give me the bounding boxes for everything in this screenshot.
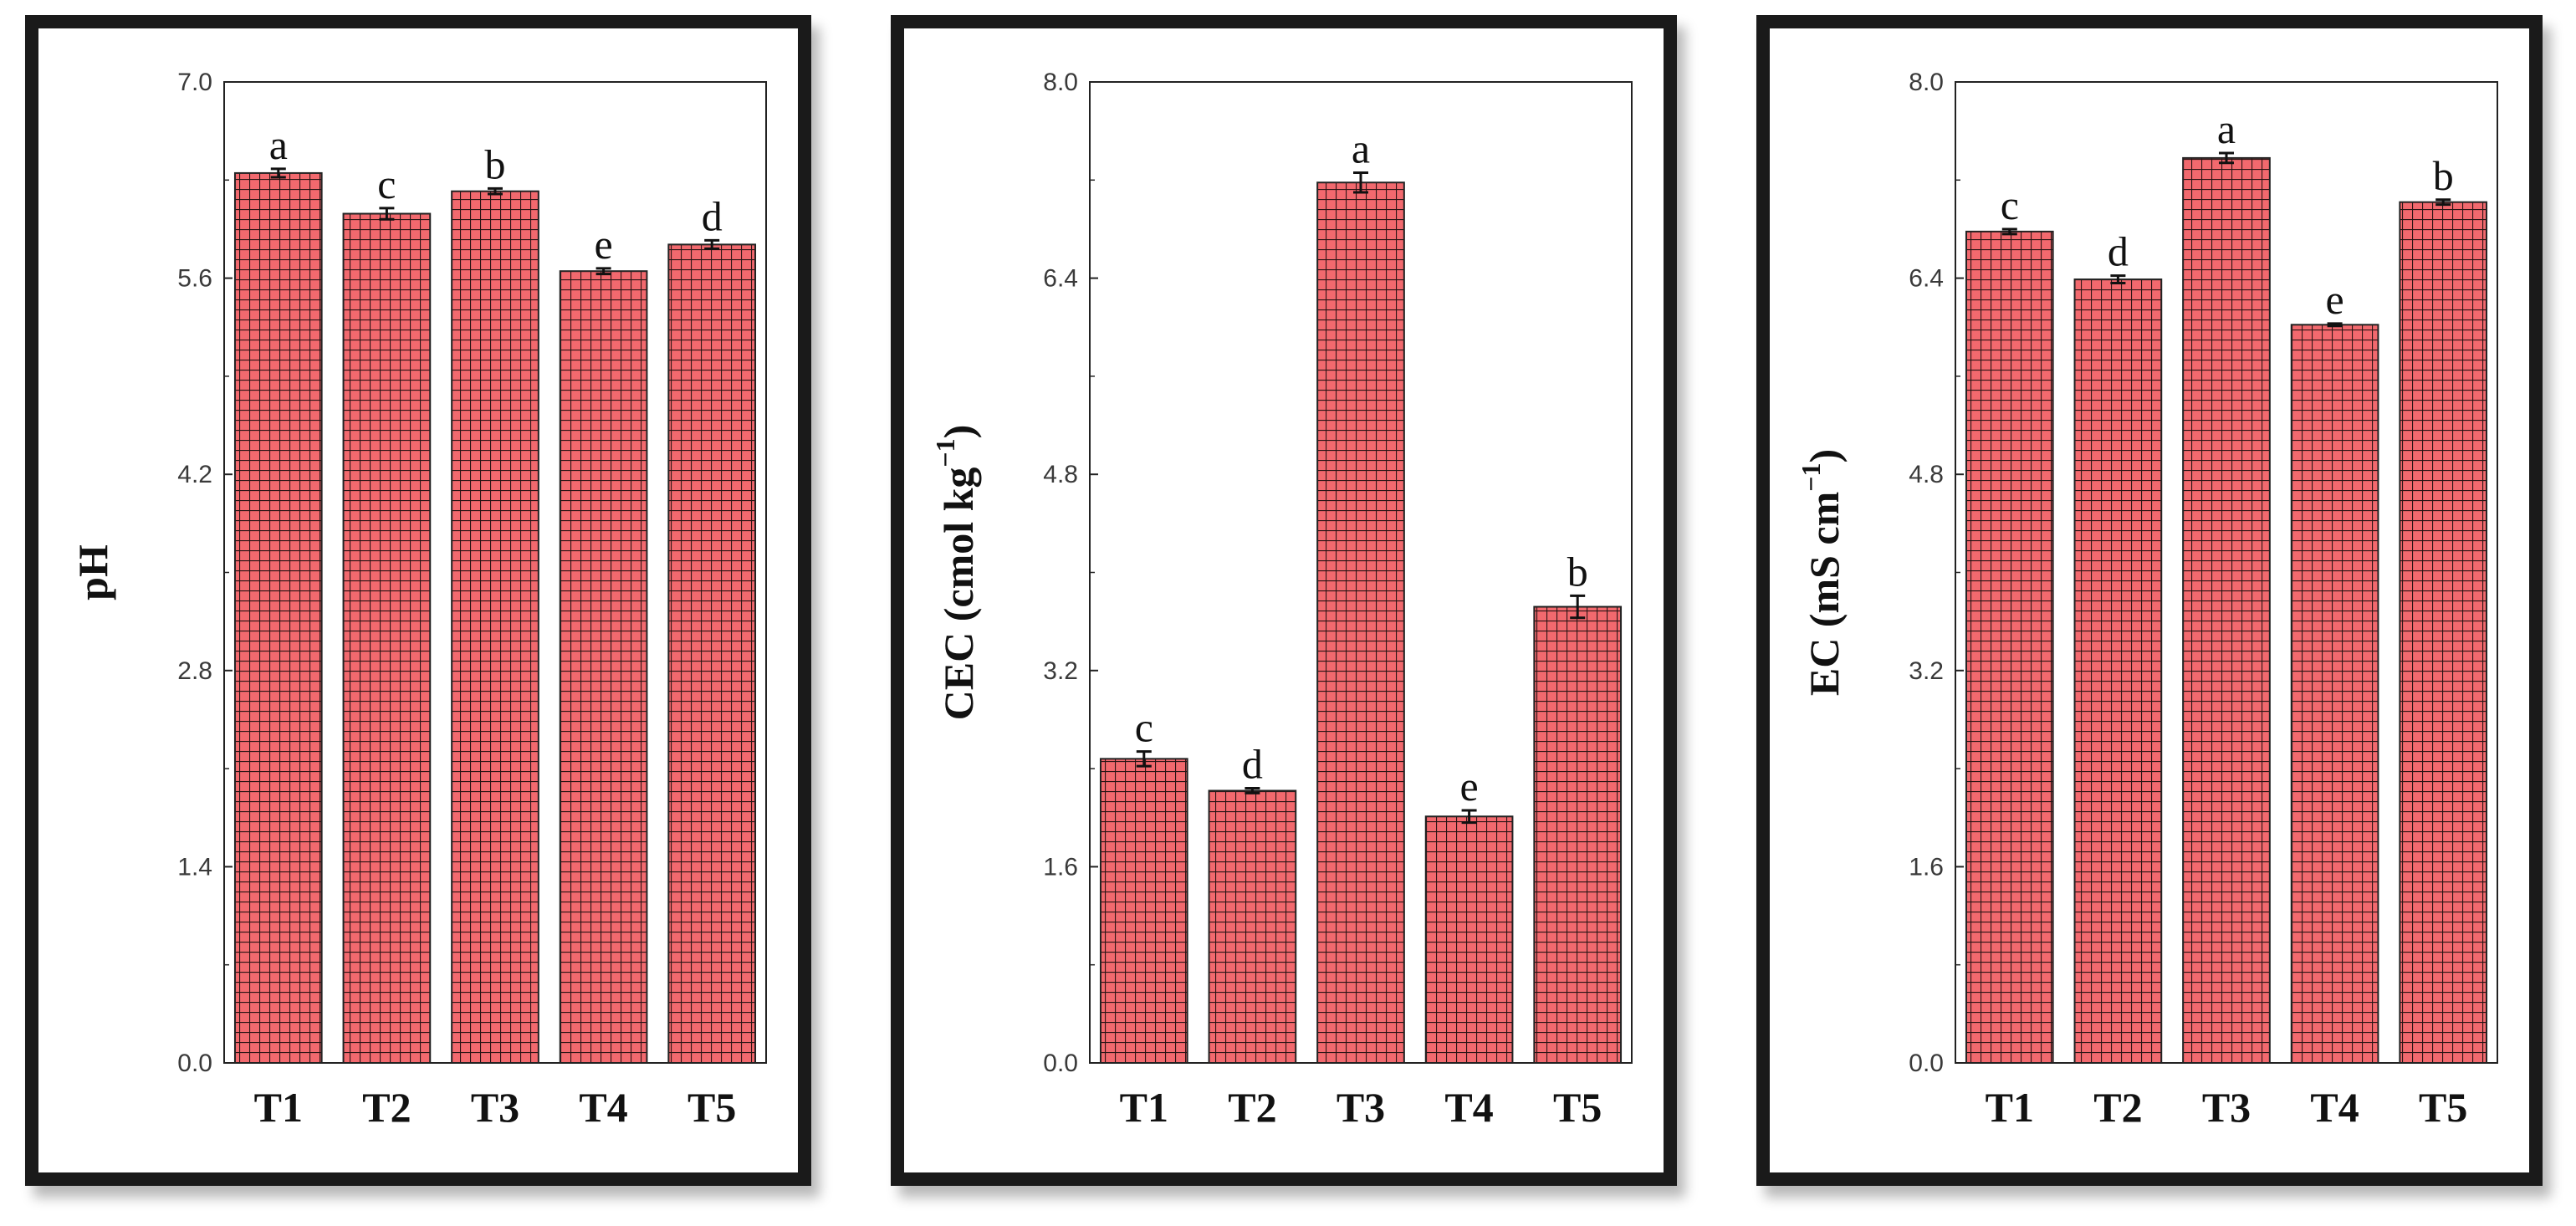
significance-letter: e [1459,763,1478,810]
bar-t5 [667,243,757,1064]
x-tick-label: T3 [2202,1084,2251,1131]
chart-ec: 0.0 1.6 3.2 4.8 6.4 8.0 EC (mS cm−1) c T1 d T2 a T3 e… [1796,69,2498,1131]
bar-t3 [2182,156,2271,1065]
bar-t2 [2073,278,2163,1065]
y-tick-label: 4.2 [177,461,212,488]
y-tick-label: 8.0 [1043,69,1078,96]
x-tick-label: T5 [1553,1084,1602,1131]
y-tick-label: 0.0 [1909,1050,1944,1077]
bar-t5 [2399,201,2488,1064]
bar-t4 [559,270,648,1064]
significance-letter: d [2108,228,2129,275]
chart-cec: 0.0 1.6 3.2 4.8 6.4 8.0 CEC (cmol kg−1) c T1 d T2 a… [930,69,1633,1131]
x-tick-label: T5 [687,1084,736,1131]
x-tick-label: T4 [2310,1084,2359,1131]
significance-letter: a [2217,105,2236,152]
y-axis-label: pH [69,544,116,600]
y-tick-label: 1.6 [1043,853,1078,881]
significance-letter: a [269,121,288,168]
y-tick-label: 0.0 [177,1050,212,1077]
chart-ph: 0.0 1.4 2.8 4.2 5.6 7.0 pH a T1 c T2 b T3 e T4 d T5 [69,69,767,1131]
bar-t1 [1965,230,2054,1064]
x-tick-label: T3 [1337,1084,1385,1131]
significance-letter: e [2325,276,2343,323]
y-tick-label: 1.6 [1909,853,1944,881]
y-tick-label: 3.2 [1909,657,1944,685]
x-tick-label: T2 [362,1084,411,1131]
y-tick-label: 6.4 [1909,265,1944,293]
y-tick-label: 8.0 [1909,69,1944,96]
bar-t3 [1316,181,1405,1064]
x-tick-label: T1 [1986,1084,2034,1131]
y-tick-label: 7.0 [177,69,212,96]
x-tick-label: T4 [1444,1084,1493,1131]
significance-letter: a [1352,125,1370,172]
x-tick-label: T3 [471,1084,519,1131]
y-axis-label: CEC (cmol kg−1) [930,425,982,721]
y-tick-label: 4.8 [1909,461,1944,488]
x-tick-label: T2 [1228,1084,1276,1131]
significance-letter: e [594,221,612,268]
chart-panel-ph: 0.0 1.4 2.8 4.2 5.6 7.0 pH a T1 c T2 b T3 e T4 d T5 [25,15,811,1186]
significance-letter: c [2001,181,2019,228]
significance-letter: b [1567,548,1588,595]
y-tick-label: 1.4 [177,853,212,881]
bar-t2 [1208,789,1297,1064]
bar-t1 [233,171,323,1065]
y-tick-label: 2.8 [177,657,212,685]
chart-panel-ec: 0.0 1.6 3.2 4.8 6.4 8.0 EC (mS cm−1) c T1 d T2 a T3 e… [1756,15,2543,1186]
bar-t4 [1424,815,1514,1064]
significance-letter: c [1135,704,1153,751]
x-tick-label: T1 [254,1084,303,1131]
bar-t5 [1533,605,1623,1064]
y-tick-label: 5.6 [177,265,212,293]
bar-t3 [451,190,539,1065]
y-axis-label: EC (mS cm−1) [1796,449,1848,696]
bar-t1 [1099,758,1188,1064]
bar-t2 [342,212,432,1064]
y-tick-label: 6.4 [1043,265,1078,293]
bar-t4 [2290,324,2379,1064]
significance-letter: d [702,192,723,239]
significance-letter: c [377,161,396,207]
x-tick-label: T5 [2419,1084,2467,1131]
x-tick-label: T1 [1120,1084,1168,1131]
significance-letter: b [485,140,506,187]
y-tick-label: 0.0 [1043,1050,1078,1077]
x-tick-label: T2 [2093,1084,2142,1131]
x-tick-label: T4 [579,1084,627,1131]
y-tick-label: 4.8 [1043,461,1078,488]
significance-letter: d [1242,741,1263,788]
y-tick-label: 3.2 [1043,657,1078,685]
chart-panel-cec: 0.0 1.6 3.2 4.8 6.4 8.0 CEC (cmol kg−1) c T1 d T2 a… [891,15,1677,1186]
significance-letter: b [2433,152,2454,199]
